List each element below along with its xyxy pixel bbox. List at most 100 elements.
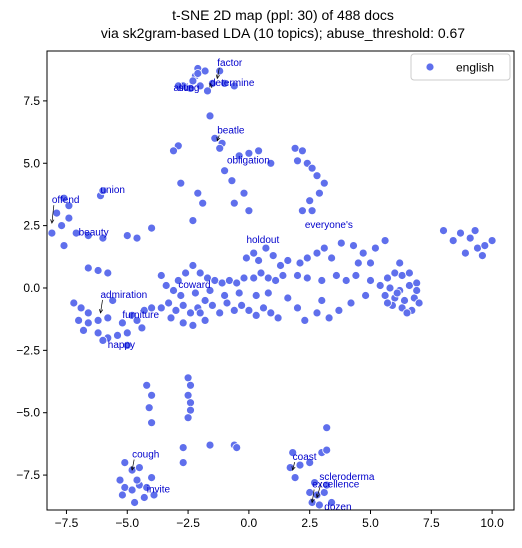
- scatter-point: [229, 305, 239, 315]
- scatter-point: [220, 291, 230, 300]
- scatter-point: [322, 445, 332, 455]
- scatter-point: [103, 268, 113, 278]
- annotation-arrowhead: [216, 136, 221, 142]
- scatter-point: [439, 226, 448, 236]
- scatter-point: [118, 490, 127, 500]
- scatter-point: [317, 276, 327, 285]
- scatter-point: [132, 475, 142, 485]
- y-tick-label: 5.0: [23, 156, 40, 170]
- scatter-point: [414, 298, 424, 308]
- scatter-point: [395, 258, 405, 268]
- scatter-point: [118, 318, 127, 328]
- scatter-point: [397, 271, 407, 280]
- annotation-label: everyone's: [305, 220, 353, 231]
- scatter-point: [473, 243, 482, 253]
- chart-title: t-SNE 2D map (ppl: 30) of 488 docs: [172, 7, 394, 23]
- scatter-point: [222, 298, 232, 308]
- x-tick-label: 7.5: [423, 516, 440, 530]
- scatter-point: [358, 248, 368, 258]
- scatter-point: [327, 253, 337, 263]
- scatter-point: [283, 256, 293, 265]
- annotation-arrow: [131, 459, 135, 471]
- annotation-label: coward: [178, 280, 210, 291]
- scatter-point: [83, 231, 93, 241]
- scatter-point: [113, 330, 122, 340]
- scatter-point: [312, 308, 322, 318]
- scatter-point: [122, 328, 132, 338]
- scatter-point: [188, 216, 198, 226]
- scatter-point: [220, 166, 230, 176]
- scatter-point: [314, 500, 324, 510]
- y-tick-label: −5.0: [16, 406, 40, 420]
- scatter-point: [59, 193, 69, 203]
- scatter-point: [334, 305, 344, 315]
- scatter-point: [156, 303, 166, 313]
- scatter-point: [59, 241, 69, 251]
- scatter-point: [295, 258, 305, 268]
- scatter-point: [336, 238, 346, 248]
- legend-box: [410, 53, 511, 81]
- scatter-point: [392, 288, 402, 298]
- scatter-point: [166, 313, 176, 323]
- scatter-point: [251, 291, 261, 300]
- scatter-point: [79, 325, 88, 335]
- scatter-point: [193, 69, 203, 78]
- scatter-point: [370, 243, 380, 253]
- scatter-point: [312, 171, 322, 181]
- annotation-arrow: [209, 83, 213, 89]
- x-tick-label: 2.5: [301, 516, 318, 530]
- scatter-point: [108, 296, 118, 305]
- scatter-point: [283, 293, 293, 303]
- scatter-point: [103, 313, 113, 323]
- scatter-point: [402, 308, 412, 318]
- scatter-point: [310, 478, 320, 488]
- annotation-label: invite: [147, 485, 171, 496]
- scatter-point: [195, 268, 205, 278]
- scatter-point: [178, 443, 188, 453]
- annotation-label: offend: [52, 195, 80, 206]
- scatter-point: [207, 300, 217, 310]
- annotation-label: union: [101, 185, 125, 196]
- scatter-point: [322, 480, 332, 490]
- scatter-point: [312, 248, 322, 258]
- scatter-point: [76, 303, 86, 313]
- scatter-point: [57, 221, 66, 231]
- annotation-arrow: [216, 135, 220, 141]
- scatter-point: [268, 251, 278, 261]
- scatter-point: [147, 223, 157, 233]
- annotation-arrowhead: [209, 82, 214, 88]
- scatter-point: [259, 303, 268, 313]
- scatter-point: [237, 300, 247, 310]
- annotation-arrowhead: [130, 466, 135, 471]
- scatter-point: [120, 483, 130, 492]
- scatter-point: [98, 335, 108, 345]
- scatter-point: [122, 231, 132, 241]
- scatter-point: [307, 206, 317, 216]
- scatter-point: [137, 323, 147, 333]
- scatter-point: [195, 81, 205, 91]
- scatter-point: [188, 261, 198, 270]
- annotation-label: happy: [108, 340, 135, 351]
- scatter-point: [383, 298, 392, 308]
- x-tick-label: −2.5: [176, 516, 200, 530]
- x-axis: −7.5 −5.0 −2.5 0.0 2.5 5.0 7.5 10.0: [55, 510, 504, 530]
- scatter-point: [205, 440, 215, 450]
- scatter-point: [460, 248, 470, 258]
- annotation-label: coast: [293, 452, 317, 463]
- scatter-point: [234, 151, 244, 161]
- scatter-point: [130, 498, 140, 507]
- scatter-point: [271, 276, 281, 285]
- scatter-point: [195, 308, 205, 318]
- scatter-point: [181, 268, 191, 278]
- scatter-point: [183, 413, 193, 423]
- annotation-label: admiration: [101, 290, 148, 301]
- scatter-point: [305, 196, 315, 206]
- scatter-point: [132, 315, 142, 325]
- scatter-point: [353, 258, 363, 268]
- scatter-point: [297, 146, 307, 156]
- annotation-arrow: [51, 205, 55, 224]
- scatter-point: [331, 271, 341, 280]
- scatter-point: [215, 143, 225, 153]
- y-tick-label: −2.5: [16, 343, 40, 357]
